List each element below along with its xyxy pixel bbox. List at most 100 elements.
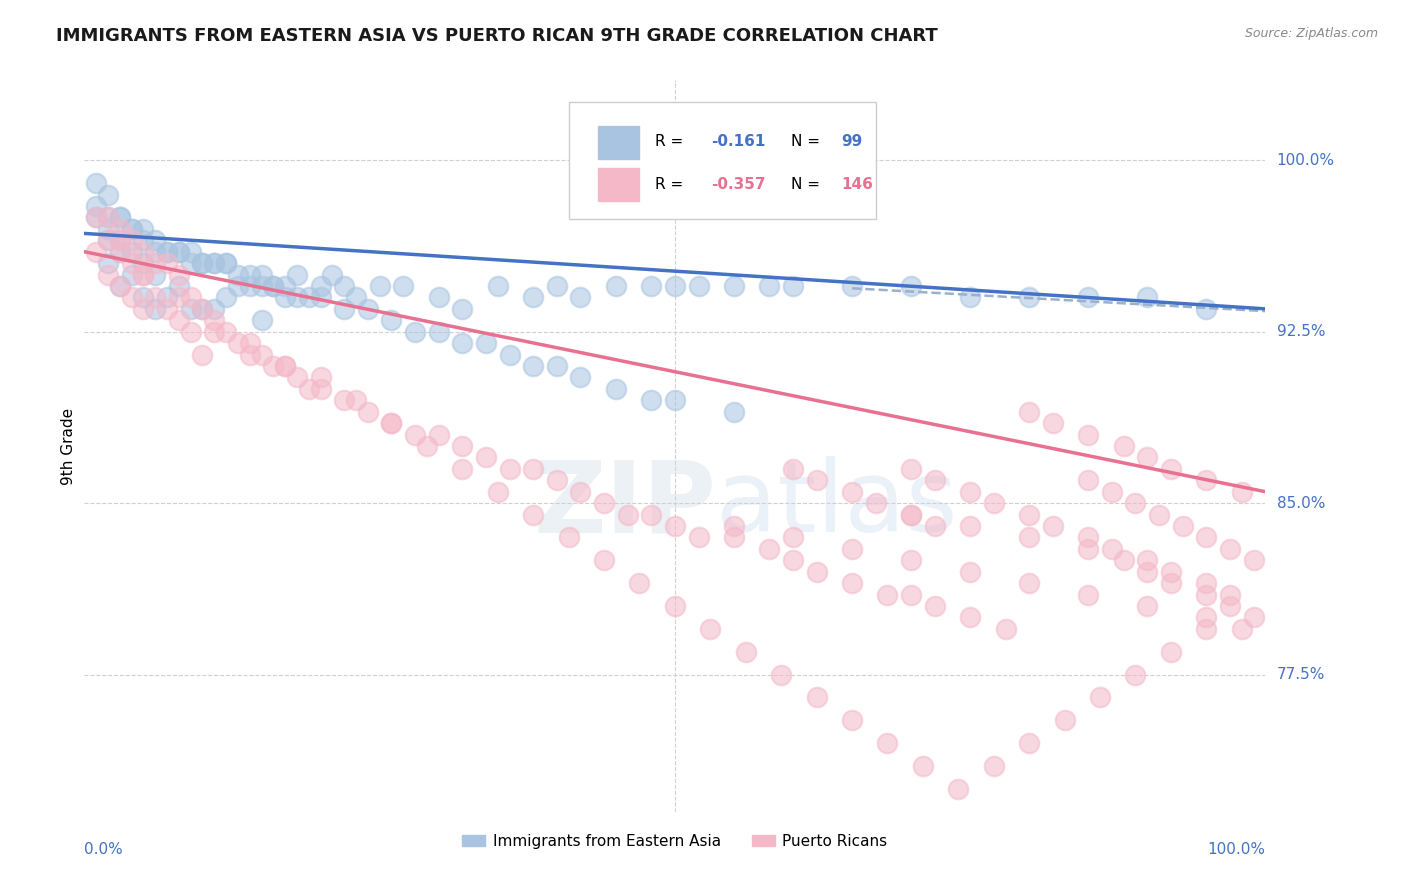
Point (333, 301, 356, 316)
Point (202, 313, 225, 327)
Point (121, 290, 143, 304)
Point (202, 256, 225, 270)
Point (156, 290, 179, 304)
Point (274, 279, 297, 293)
Point (475, 450, 498, 465)
Point (806, 690, 828, 705)
Point (404, 427, 426, 442)
Point (841, 714, 863, 728)
Point (994, 622, 1017, 636)
Text: 0.0%: 0.0% (84, 842, 124, 857)
Point (1195, 610, 1218, 624)
Point (876, 736, 898, 750)
Point (404, 325, 426, 339)
Text: 85.0%: 85.0% (1277, 496, 1324, 510)
Point (202, 256, 225, 270)
Point (959, 484, 981, 499)
Point (167, 290, 190, 304)
Point (1219, 599, 1241, 613)
Point (344, 393, 367, 408)
Point (97, 211, 120, 225)
Point (309, 382, 332, 396)
Point (143, 290, 166, 304)
Point (180, 290, 202, 304)
Point (841, 541, 863, 556)
Point (156, 244, 179, 259)
Point (522, 462, 544, 476)
Point (191, 256, 214, 270)
Point (321, 268, 343, 282)
Point (451, 462, 474, 476)
Point (132, 268, 155, 282)
Point (522, 290, 544, 304)
Point (1042, 416, 1064, 430)
Point (782, 279, 804, 293)
Text: 92.5%: 92.5% (1277, 324, 1324, 339)
Point (285, 370, 308, 384)
Point (1160, 565, 1182, 579)
Point (84, 211, 107, 225)
Point (1125, 667, 1147, 681)
Point (1042, 519, 1064, 533)
Point (1230, 622, 1253, 636)
Point (1195, 622, 1218, 636)
Point (226, 336, 249, 351)
Legend: Immigrants from Eastern Asia, Puerto Ricans: Immigrants from Eastern Asia, Puerto Ric… (457, 828, 893, 855)
Point (309, 370, 332, 384)
Point (97, 233, 120, 247)
Point (167, 313, 190, 327)
Point (924, 519, 946, 533)
Point (900, 588, 922, 602)
Point (911, 759, 934, 773)
Point (782, 553, 804, 567)
Point (723, 519, 745, 533)
Point (1195, 301, 1218, 316)
Point (806, 473, 828, 487)
Point (132, 233, 155, 247)
Text: ZIP: ZIP (533, 456, 716, 553)
Point (924, 599, 946, 613)
Point (1077, 588, 1099, 602)
Text: N =: N = (790, 134, 824, 149)
Point (1219, 541, 1241, 556)
Point (132, 290, 155, 304)
Point (132, 256, 155, 270)
Point (959, 610, 981, 624)
Point (108, 222, 131, 236)
Point (959, 519, 981, 533)
Point (1136, 565, 1159, 579)
Text: 77.5%: 77.5% (1277, 667, 1324, 682)
Text: IMMIGRANTS FROM EASTERN ASIA VS PUERTO RICAN 9TH GRADE CORRELATION CHART: IMMIGRANTS FROM EASTERN ASIA VS PUERTO R… (56, 27, 938, 45)
Point (121, 222, 143, 236)
Point (723, 279, 745, 293)
Point (298, 382, 321, 396)
Point (108, 233, 131, 247)
Point (1112, 439, 1135, 453)
Point (770, 667, 793, 681)
Point (451, 439, 474, 453)
Point (180, 244, 202, 259)
Point (416, 439, 439, 453)
Point (156, 256, 179, 270)
Point (202, 325, 225, 339)
Text: 99: 99 (841, 134, 863, 149)
Text: 146: 146 (841, 177, 873, 192)
Point (132, 244, 155, 259)
Point (1136, 290, 1159, 304)
Point (84, 211, 107, 225)
Text: 100.0%: 100.0% (1208, 842, 1265, 857)
Point (1018, 508, 1040, 522)
Point (250, 268, 273, 282)
Point (1125, 496, 1147, 510)
Point (132, 222, 155, 236)
Point (108, 244, 131, 259)
Point (250, 279, 273, 293)
Point (1136, 599, 1159, 613)
FancyBboxPatch shape (568, 103, 876, 219)
Point (97, 268, 120, 282)
Point (806, 565, 828, 579)
Point (628, 576, 651, 591)
Point (688, 530, 710, 544)
Point (593, 496, 616, 510)
Point (191, 301, 214, 316)
